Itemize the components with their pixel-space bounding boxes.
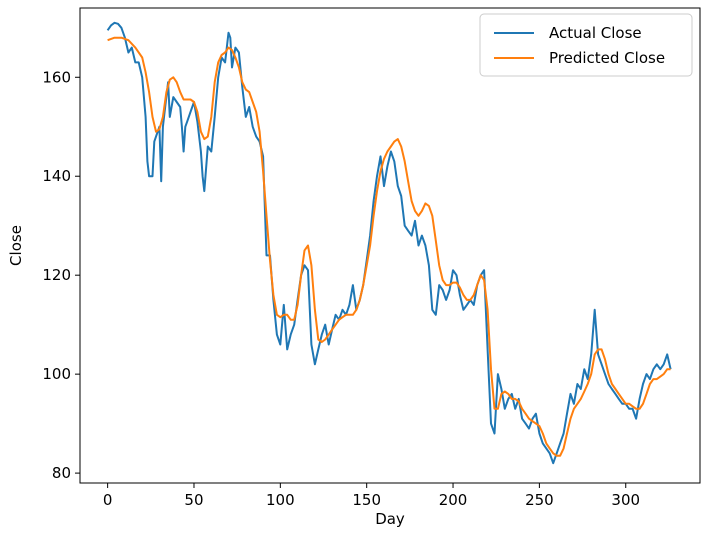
legend-label-actual: Actual Close [549, 24, 642, 42]
x-tick-label: 50 [184, 491, 203, 509]
y-tick-label: 100 [42, 365, 71, 383]
y-axis-label: Close [7, 225, 25, 266]
x-tick-label: 0 [103, 491, 113, 509]
x-tick-label: 300 [611, 491, 640, 509]
series-line-predicted [107, 36, 671, 457]
x-tick-label: 150 [352, 491, 381, 509]
legend-label-predicted: Predicted Close [549, 49, 665, 67]
series-line-actual [106, 21, 672, 465]
x-axis-label: Day [375, 510, 405, 528]
y-tick-label: 120 [42, 266, 71, 284]
legend-box [479, 13, 693, 77]
x-tick-label: 200 [439, 491, 468, 509]
axes-frame [79, 7, 701, 484]
x-tick-label: 100 [266, 491, 295, 509]
y-tick-label: 80 [52, 464, 71, 482]
axis-ticks: 0 50 100 150 200 250 300 80 100 120 140 160 [42, 68, 640, 509]
plot-area [79, 7, 701, 484]
y-tick-label: 140 [42, 167, 71, 185]
legend: Actual Close Predicted Close [479, 13, 693, 77]
x-tick-label: 250 [525, 491, 554, 509]
y-tick-label: 160 [42, 68, 71, 86]
